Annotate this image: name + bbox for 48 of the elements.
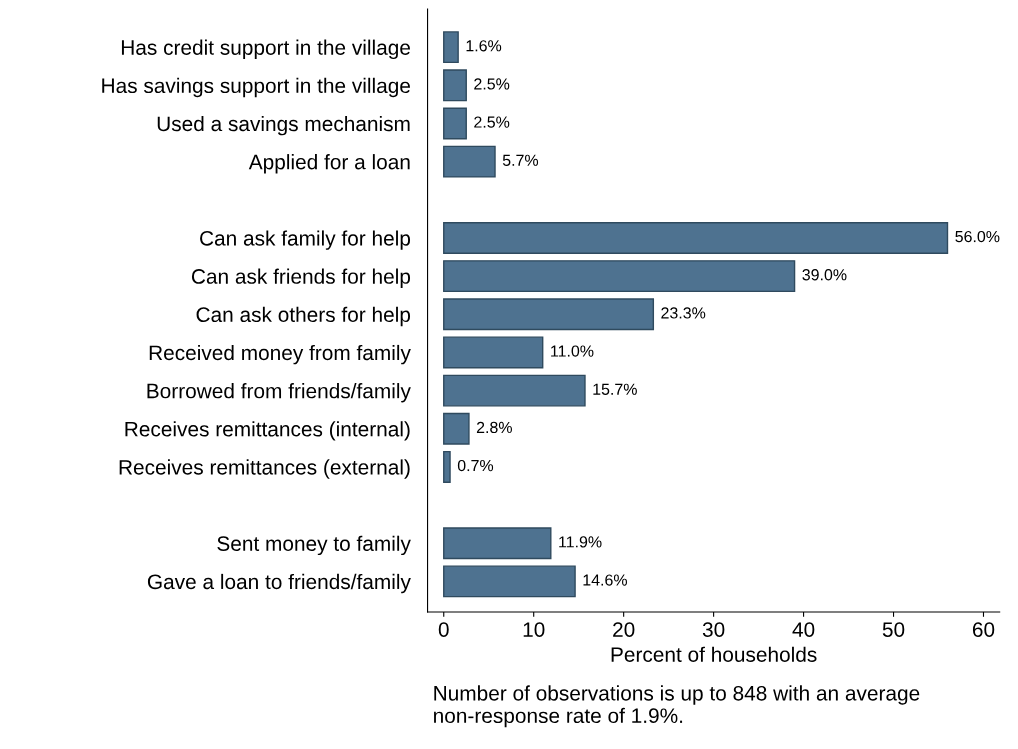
data-label: 15.7% <box>593 383 637 395</box>
y-tick-label: Has savings support in the village <box>102 77 410 98</box>
x-tick-label: 40 <box>792 622 815 637</box>
bar <box>443 221 949 254</box>
data-label: 0.7% <box>457 459 494 472</box>
data-label: 2.5% <box>474 116 510 128</box>
y-tick-label: Received money from family <box>149 344 411 365</box>
x-tick-label: 0 <box>438 622 449 637</box>
bar <box>443 298 655 331</box>
bar <box>443 260 796 293</box>
bar <box>443 412 470 445</box>
y-tick-label: Can ask friends for help <box>191 268 411 288</box>
y-tick-label: Has credit support in the village <box>121 39 410 60</box>
y-tick-label: Gave a loan to friends/family <box>147 573 411 594</box>
x-tick-label: 50 <box>882 622 905 637</box>
bar <box>443 565 576 598</box>
x-tick-label: 10 <box>523 622 545 637</box>
y-tick-label: Can ask others for help <box>196 306 411 327</box>
bar <box>443 31 459 64</box>
x-tick-label: 60 <box>972 622 995 637</box>
text: Number of observations is up to 848 with an average non-response rate of 1.9%. <box>434 685 920 728</box>
y-tick-label: Sent money to family <box>217 535 411 556</box>
data-label: 11.0% <box>551 345 594 357</box>
data-label: 2.5% <box>474 78 510 90</box>
bar <box>443 336 544 369</box>
bar <box>443 527 552 560</box>
x-tick-label: 30 <box>702 622 725 637</box>
x-tick-label: 20 <box>613 622 635 637</box>
bar <box>443 450 451 483</box>
y-tick-label: Applied for a loan <box>248 154 410 174</box>
data-label: 14.6% <box>583 574 627 586</box>
y-tick-label: Borrowed from friends/family <box>147 383 411 403</box>
y-tick-label: Receives remittances (external) <box>119 459 410 479</box>
bar <box>443 107 467 140</box>
bar <box>443 374 586 407</box>
data-label: 5.7% <box>502 154 539 166</box>
bar <box>443 69 467 102</box>
data-label: 2.8% <box>476 421 512 434</box>
x-axis-title: Percent of households <box>611 646 817 662</box>
y-tick-label: Receives remittances (internal) <box>125 421 410 441</box>
data-label: 1.6% <box>466 40 502 52</box>
y-tick-label: Can ask family for help <box>200 230 411 250</box>
data-label: 56.0% <box>955 230 1000 243</box>
data-label: 39.0% <box>802 269 847 281</box>
data-label: 23.3% <box>661 307 706 319</box>
data-label: 11.9% <box>559 536 602 548</box>
y-tick-label: Used a savings mechanism <box>157 115 410 136</box>
bar <box>443 145 496 178</box>
